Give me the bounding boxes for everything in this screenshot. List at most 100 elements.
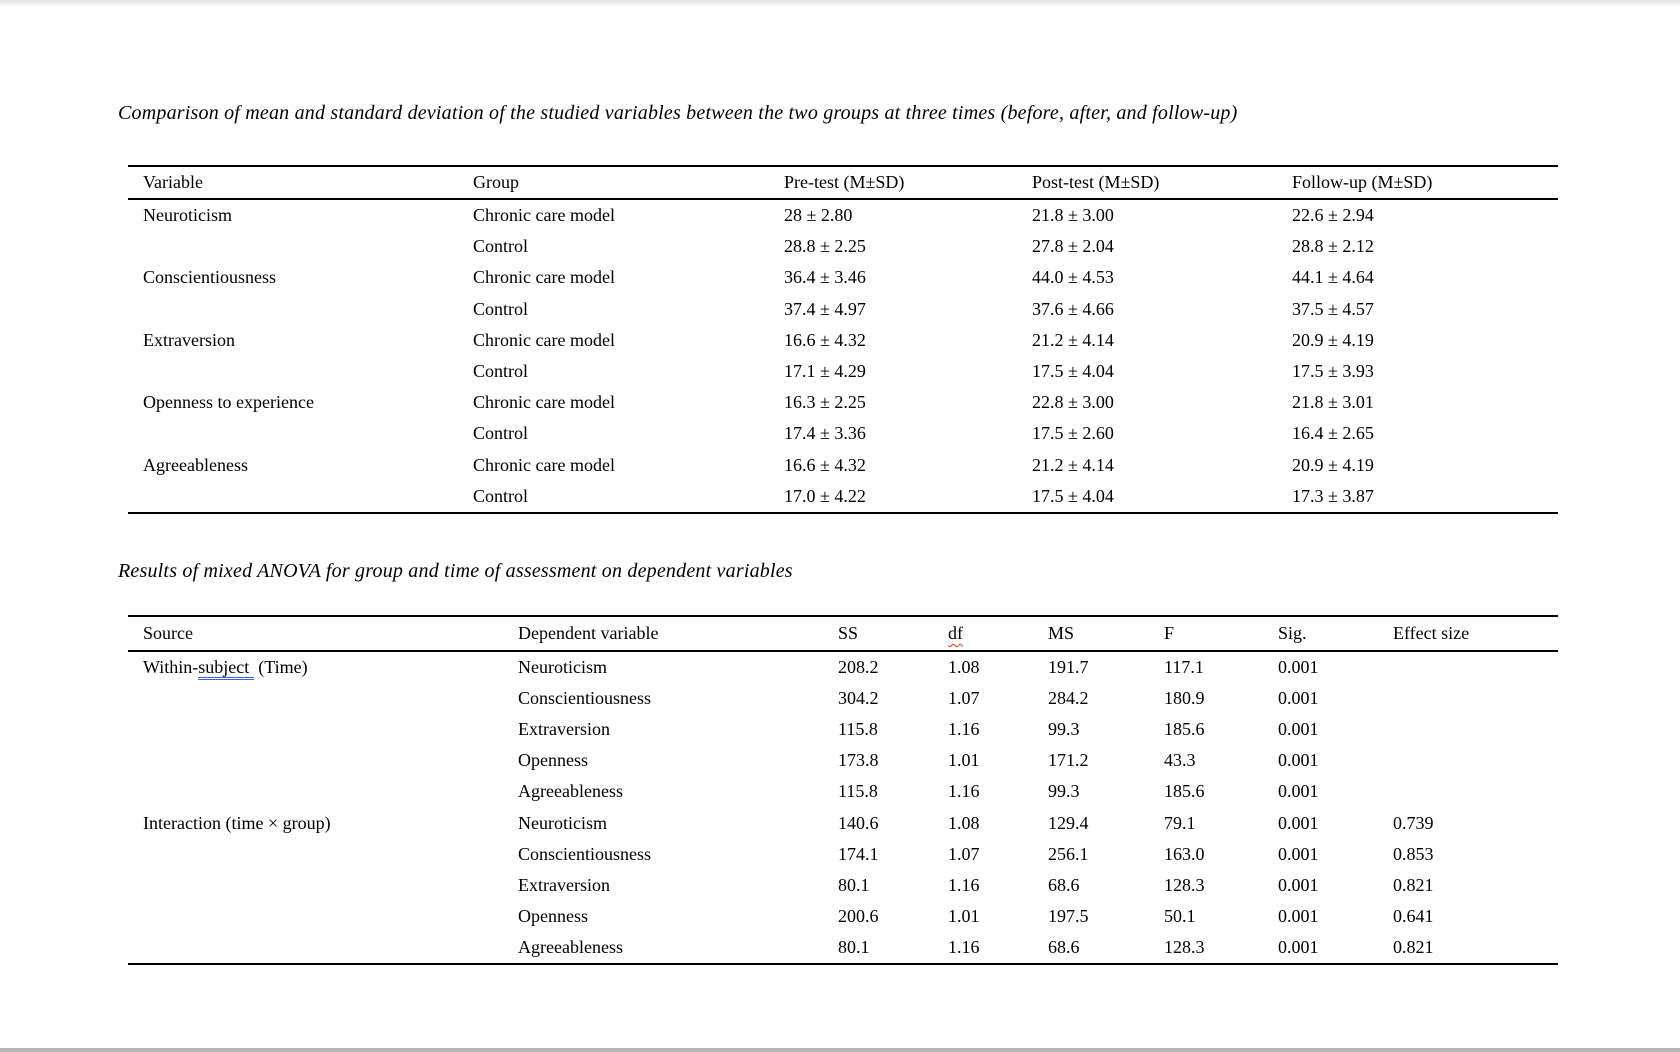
table-cell: 0.641: [1393, 905, 1434, 926]
table-cell: [128, 776, 518, 807]
table-cell: 256.1: [1048, 843, 1089, 864]
column-header-effect-size: Effect size: [1393, 616, 1558, 652]
table-row: Openness 173.8 1.01 171.2 43.3 0.001: [128, 745, 1558, 776]
table-cell: 185.6: [1164, 719, 1205, 740]
table-cell: 16.4 ± 2.65: [1292, 423, 1374, 444]
table-cell: 1.08: [948, 812, 980, 833]
source-text: (Time): [253, 657, 308, 678]
table-cell: 173.8: [838, 750, 879, 771]
table-cell: Control: [473, 298, 529, 319]
table-cell: [1393, 776, 1558, 807]
table-cell: 22.8 ± 3.00: [1032, 392, 1114, 413]
table-cell: 0.001: [1278, 688, 1319, 709]
table-cell: 99.3: [1048, 719, 1080, 740]
table-cell: 68.6: [1048, 936, 1080, 957]
table-cell: 200.6: [838, 905, 879, 926]
table-cell: Agreeableness: [143, 454, 248, 475]
table-cell: Chronic care model: [473, 205, 615, 226]
table-cell: 22.6 ± 2.94: [1292, 205, 1374, 226]
table-row: Control 17.0 ± 4.22 17.5 ± 4.04 17.3 ± 3.87: [128, 481, 1558, 513]
table-row: Neuroticism Chronic care model 28 ± 2.80 21…: [128, 199, 1558, 231]
table-cell: Extraversion: [518, 874, 610, 895]
table-cell: 1.07: [948, 688, 980, 709]
table-row: Agreeableness 115.8 1.16 99.3 185.6 0.001: [128, 776, 1558, 807]
table-cell: 44.1 ± 4.64: [1292, 267, 1374, 288]
table-cell: 37.5 ± 4.57: [1292, 298, 1374, 319]
table-cell: 0.001: [1278, 905, 1319, 926]
table-cell: 21.2 ± 4.14: [1032, 454, 1114, 475]
column-header-follow-up: Follow-up (M±SD): [1292, 166, 1558, 200]
table-cell: 99.3: [1048, 781, 1080, 802]
table-cell: 0.853: [1393, 843, 1434, 864]
column-header-ss: SS: [838, 616, 948, 652]
comparison-table: Variable Group Pre-test (M±SD) Post-test…: [128, 165, 1558, 514]
table-cell: [128, 481, 473, 513]
table-cell: [1393, 683, 1558, 714]
table-cell: [128, 901, 518, 932]
table-cell: 171.2: [1048, 750, 1089, 771]
table-cell: Chronic care model: [473, 267, 615, 288]
table-cell: 1.08: [948, 657, 980, 678]
table-cell: 1.16: [948, 874, 980, 895]
table-cell: [128, 683, 518, 714]
column-header-df: df: [948, 616, 1048, 652]
table-cell: 1.16: [948, 719, 980, 740]
grammar-flagged-text: subject: [198, 657, 254, 681]
table-cell: 0.001: [1278, 719, 1319, 740]
table-cell: 43.3: [1164, 750, 1196, 771]
column-header-group: Group: [473, 166, 784, 200]
table-cell: 20.9 ± 4.19: [1292, 454, 1374, 475]
table-row: Control 17.4 ± 3.36 17.5 ± 2.60 16.4 ± 2.65: [128, 418, 1558, 449]
table-cell: [128, 714, 518, 745]
page-bottom-edge: [0, 1048, 1680, 1052]
table-row: Openness 200.6 1.01 197.5 50.1 0.001 0.641: [128, 901, 1558, 932]
table-cell: 1.01: [948, 905, 980, 926]
table-cell: 20.9 ± 4.19: [1292, 329, 1374, 350]
table-cell: 37.6 ± 4.66: [1032, 298, 1114, 319]
table-cell: Conscientiousness: [143, 267, 276, 288]
anova-table-title: Results of mixed ANOVA for group and tim…: [118, 560, 793, 582]
column-header-sig: Sig.: [1278, 616, 1393, 652]
table-row: Interaction (time × group) Neuroticism 140…: [128, 807, 1558, 838]
table-cell: 17.3 ± 3.87: [1292, 485, 1374, 506]
table-cell: 0.001: [1278, 936, 1319, 957]
table-cell: Control: [473, 485, 529, 506]
table-cell: 117.1: [1164, 657, 1204, 678]
table-cell: 80.1: [838, 874, 870, 895]
comparison-table-header-row: Variable Group Pre-test (M±SD) Post-test…: [128, 166, 1558, 200]
table-cell: 0.001: [1278, 812, 1319, 833]
table-cell: 180.9: [1164, 688, 1205, 709]
table-cell: [1393, 714, 1558, 745]
table-cell: 17.4 ± 3.36: [784, 423, 866, 444]
table-cell: [1393, 651, 1558, 683]
table-cell: 17.0 ± 4.22: [784, 485, 866, 506]
column-header-pre-test: Pre-test (M±SD): [784, 166, 1032, 200]
table-cell: 37.4 ± 4.97: [784, 298, 866, 319]
page-top-edge: [0, 0, 1680, 7]
table-cell: 128.3: [1164, 936, 1205, 957]
table-cell: 1.01: [948, 750, 980, 771]
table-row: Control 37.4 ± 4.97 37.6 ± 4.66 37.5 ± 4.57: [128, 294, 1558, 325]
table-cell: Conscientiousness: [518, 843, 651, 864]
table-cell: 304.2: [838, 688, 879, 709]
table-cell: Extraversion: [518, 719, 610, 740]
column-header-f: F: [1164, 616, 1278, 652]
table-cell: 68.6: [1048, 874, 1080, 895]
table-cell: [128, 356, 473, 387]
table-cell: 163.0: [1164, 843, 1205, 864]
table-cell: Openness: [518, 750, 588, 771]
anova-table: Source Dependent variable SS df MS F Sig…: [128, 615, 1558, 965]
comparison-table-title: Comparison of mean and standard deviatio…: [118, 102, 1238, 124]
table-cell: 1.07: [948, 843, 980, 864]
table-cell: 1.16: [948, 936, 980, 957]
column-header-ms: MS: [1048, 616, 1164, 652]
table-cell: Conscientiousness: [518, 688, 651, 709]
table-cell: Interaction (time × group): [143, 812, 331, 833]
table-cell: Chronic care model: [473, 392, 615, 413]
table-cell: Control: [473, 361, 529, 382]
table-cell: [128, 745, 518, 776]
table-row: Openness to experience Chronic care model…: [128, 387, 1558, 418]
table-cell: [128, 418, 473, 449]
table-cell: 208.2: [838, 657, 879, 678]
